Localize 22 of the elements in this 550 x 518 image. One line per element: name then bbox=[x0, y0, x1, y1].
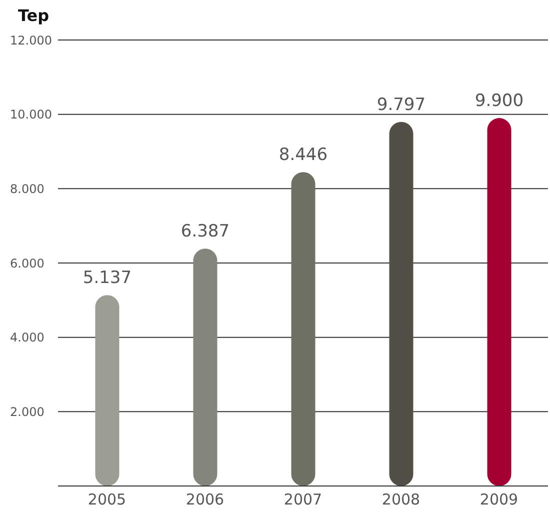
x-tick-label: 2007 bbox=[284, 490, 322, 509]
data-label: 8.446 bbox=[278, 145, 328, 166]
bar bbox=[389, 122, 414, 486]
data-label: 9.900 bbox=[474, 91, 524, 112]
x-tick-label: 2009 bbox=[480, 490, 518, 509]
y-tick-label: 4.000 bbox=[10, 330, 44, 345]
bar bbox=[95, 295, 120, 486]
bar bbox=[487, 118, 512, 486]
y-tick-label: 6.000 bbox=[10, 256, 44, 270]
y-tick-label: 10.000 bbox=[10, 108, 52, 122]
y-axis-title: Tep bbox=[18, 6, 50, 25]
x-tick-label: 2006 bbox=[186, 490, 224, 509]
x-tick-label: 2008 bbox=[382, 490, 420, 509]
y-tick-label: 12.000 bbox=[10, 33, 52, 48]
data-label: 6.387 bbox=[180, 222, 230, 242]
y-tick-label: 8.000 bbox=[10, 182, 44, 196]
bar bbox=[291, 172, 316, 486]
x-tick-label: 2005 bbox=[88, 490, 126, 509]
y-tick-label: 2.000 bbox=[10, 404, 44, 419]
data-label: 9.797 bbox=[376, 94, 426, 115]
data-label: 5.137 bbox=[82, 268, 132, 288]
bar bbox=[193, 248, 218, 486]
